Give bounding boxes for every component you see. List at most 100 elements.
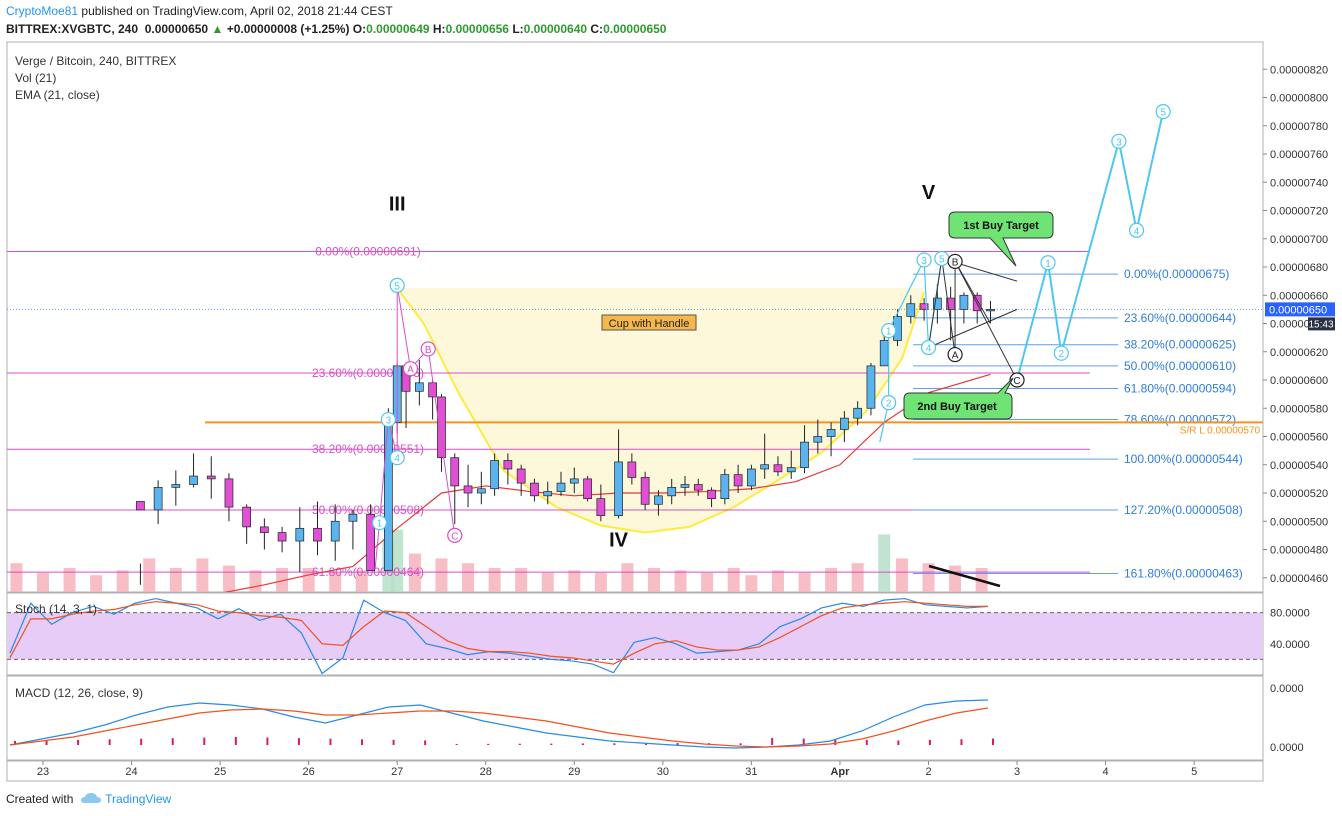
support-resistance-label: S/R L 0.00000570 [1180,425,1261,436]
x-axis-label: Apr [830,766,850,778]
volume-bar [63,568,76,592]
fib-right-label: 100.00%(0.00000544) [1124,452,1243,466]
candle-body [569,478,579,484]
volume-bar [391,529,404,592]
candle-body [596,498,606,516]
volume-bar [435,558,448,592]
wave-left-circle [371,515,388,531]
candle-body [503,460,513,470]
volume-bar [825,568,838,592]
candle-body [348,513,358,522]
volume-bar [895,558,908,592]
wave-right-label: 2 [886,399,892,410]
ohlc-high-label: H: [432,22,446,36]
fib-right-label: 50.00%(0.00000610) [1124,359,1236,373]
stoch-band [8,612,1262,660]
macd-axis-label: 0.0000 [1270,683,1304,695]
candle-body [476,488,486,494]
candle-body [853,407,863,419]
volume-bar [143,558,156,592]
wave-left-circle [389,450,405,466]
volume-bar [462,563,475,592]
wave-right-circle [920,339,937,356]
candle-body [171,484,181,488]
cup-label-box [601,314,697,331]
y-axis-label: 0.00000720 [1270,206,1328,218]
candle-body [224,478,234,508]
volume-bar [745,575,758,592]
y-axis-label: 0.00000680 [1270,262,1328,274]
candle-body [428,382,437,398]
volume-bar [568,570,581,592]
callout-1-box [948,211,1054,267]
volume-bar [541,572,554,592]
y-axis-label: 0.00000460 [1270,573,1328,585]
y-axis-label: 0.00000820 [1270,64,1328,76]
y-axis-label: 0.00000760 [1270,149,1328,161]
wave-right-circle [916,252,932,268]
candle-body [986,309,995,312]
macd-pane-frame [6,675,1264,761]
x-axis-label: 5 [1191,766,1197,778]
candle-body [189,475,198,485]
major-wave-label: IV [609,530,629,552]
x-axis-label: 25 [214,766,226,778]
triangle-lower [928,308,1018,348]
author-link[interactable]: CryptoMoe81 [6,4,79,18]
footer: Created with TradingView [6,790,171,808]
volume-bar [771,570,784,592]
y-axis-label: 0.00000540 [1270,460,1328,472]
volume-bar [488,568,501,592]
candle-body [866,365,876,409]
fib-right-label: 161.80%(0.00000463) [1124,567,1243,581]
x-axis-label: 31 [745,766,757,778]
candle-body [530,482,539,497]
candle-body [414,382,424,392]
volume-bar [37,572,49,592]
wave-left-label: 1 [377,519,383,530]
abc-c-leg [954,261,1018,381]
wave-projection-label: 2 [1059,349,1065,360]
candle-body [153,487,163,511]
time-axis-frame [6,760,1264,782]
x-axis-label: 23 [37,766,49,778]
candle-body [720,474,730,500]
volume-bar [594,572,607,592]
stoch-axis-label: 40.0000 [1270,639,1310,651]
candle-body [556,482,566,492]
y-axis-label: 0.00000800 [1270,93,1328,105]
fib-left-label: 0.00%(0.00000691) [315,244,420,258]
wave-projection-label: 1 [1045,259,1051,270]
candle-body [640,477,650,505]
candle-body [583,478,592,499]
wave-projection-label: 5 [1160,108,1166,119]
volume-bar [10,563,23,592]
abc-left-label: B [425,345,432,356]
abc-right-label: C [1013,376,1020,387]
y-axis-label: 0.00000580 [1270,403,1328,415]
created-with-label: Created with [6,792,74,806]
callout-1-label: 1st Buy Target [963,220,1039,232]
stoch-line-d [9,601,988,665]
symbol-header: BITTREX:XVGBTC, 240 0.00000650 ▲ +0.0000… [6,21,666,37]
candle-body [277,532,287,542]
candle-body [295,527,305,542]
candle-body [543,491,553,497]
callout-2-box [903,377,1014,420]
legend-volume: Vol (21) [15,71,56,85]
abc-left-label: C [451,531,458,542]
candle-body [826,429,836,437]
candle-body [906,303,916,317]
cup-label: Cup with Handle [609,318,690,330]
tradingview-link[interactable]: TradingView [105,792,172,806]
candle-body [933,297,942,310]
volume-bar [0,525,5,592]
candle-body [959,294,969,310]
candle-body [693,484,703,491]
volume-bar [355,570,368,592]
candle-body [813,436,823,443]
volume-bar [621,563,634,592]
fib-right-label: 0.00%(0.00000675) [1124,267,1229,281]
wave-left-label: 4 [394,454,400,465]
